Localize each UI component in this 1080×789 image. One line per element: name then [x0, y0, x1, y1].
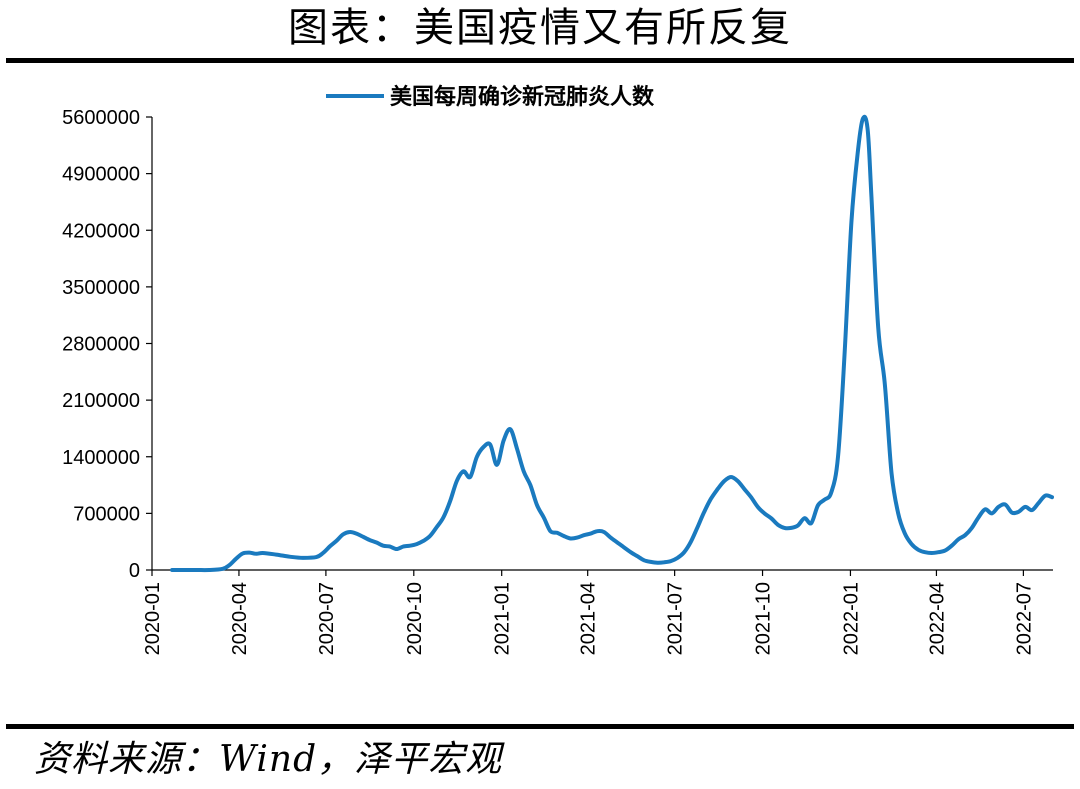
source-note: 资料来源：Wind，泽平宏观	[34, 739, 503, 780]
y-tick-label: 1400000	[62, 447, 140, 469]
y-tick-label: 700000	[73, 503, 140, 525]
x-tick-label: 2022-01	[840, 582, 862, 655]
x-tick-label: 2022-04	[926, 582, 948, 655]
legend-label: 美国每周确诊新冠肺炎人数	[390, 84, 655, 110]
top-divider	[6, 58, 1074, 63]
x-tick-label: 2020-04	[229, 582, 251, 655]
x-tick-label: 2020-10	[404, 582, 426, 655]
series-line-0	[170, 114, 1054, 573]
y-tick-label: 2100000	[62, 390, 140, 412]
y-tick-label: 0	[129, 560, 140, 582]
x-tick-label: 2020-07	[316, 582, 338, 655]
y-tick-label: 4900000	[62, 164, 140, 186]
x-tick-label: 2020-01	[142, 582, 164, 655]
x-axis: 2020-01 2020-04 2020-07 2020-10 2021-01 2021-…	[142, 569, 1053, 655]
y-axis: 0 700000 1400000 2100000 2800000 3500000 42000…	[62, 107, 153, 582]
line-chart: 0 700000 1400000 2100000 2800000 3500000 42000…	[62, 84, 1054, 655]
y-tick-label: 5600000	[62, 107, 140, 129]
x-tick-label: 2021-04	[578, 582, 600, 655]
x-tick-label: 2021-01	[492, 582, 514, 655]
bottom-divider	[6, 724, 1074, 729]
y-tick-label: 2800000	[62, 334, 140, 356]
y-tick-label: 4200000	[62, 220, 140, 242]
x-tick-label: 2021-07	[665, 582, 687, 655]
y-tick-label: 3500000	[62, 277, 140, 299]
x-tick-label: 2022-07	[1013, 582, 1035, 655]
series-layer	[170, 114, 1054, 573]
x-tick-label: 2021-10	[753, 582, 775, 655]
page-title: 图表：美国疫情又有所反复	[288, 5, 792, 51]
legend: 美国每周确诊新冠肺炎人数	[326, 84, 655, 110]
